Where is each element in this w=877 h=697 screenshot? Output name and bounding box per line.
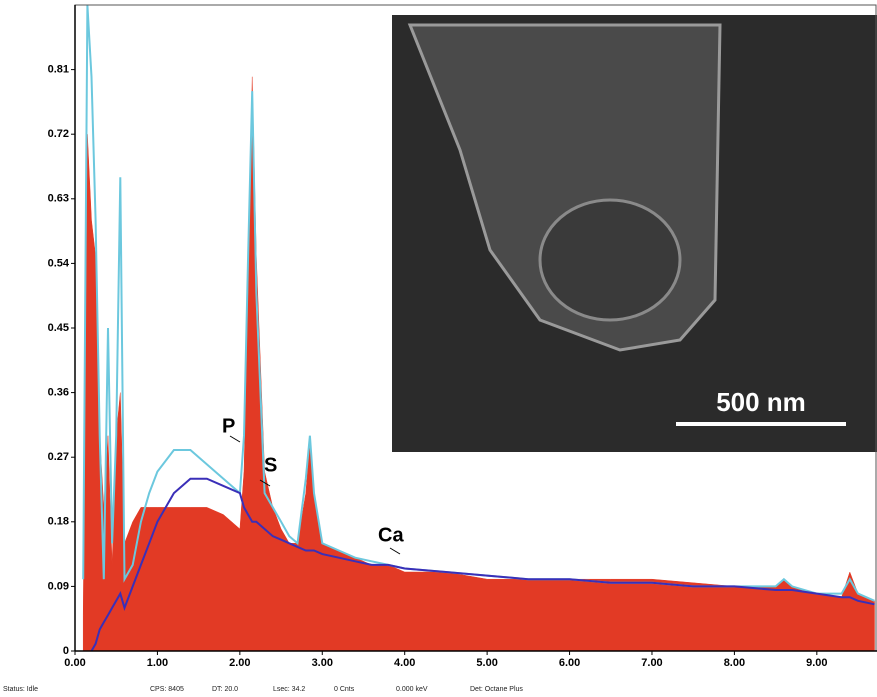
y-tick-label: 0.45: [48, 322, 69, 334]
spectrum-line: [90, 477, 875, 652]
inset: 500 nm: [392, 15, 877, 452]
x-tick-label: 8.00: [724, 657, 745, 669]
y-tick-label: 0.09: [48, 580, 69, 592]
status-text: 0.000 keV: [396, 686, 428, 693]
x-tick-label: 1.00: [147, 657, 168, 669]
x-tick-label: 5.00: [476, 657, 497, 669]
y-tick-label: 0.36: [48, 387, 69, 399]
y-tick-label: 0.18: [48, 516, 69, 528]
status-text: DT: 20.0: [212, 686, 238, 693]
peak-leader: [389, 547, 401, 555]
y-tick-label: 0.27: [48, 451, 69, 463]
status-text: CPS: 8405: [150, 686, 184, 693]
peak-label: P: [222, 415, 235, 437]
x-tick-label: 6.00: [559, 657, 580, 669]
peak-leader: [229, 435, 241, 443]
x-tick-label: 9.00: [806, 657, 827, 669]
status-text: Lsec: 34.2: [273, 686, 305, 693]
status-text: Status: Idle: [3, 686, 38, 693]
y-tick-label: 0.63: [48, 193, 69, 205]
x-tick-label: 4.00: [394, 657, 415, 669]
status-text: 0 Cnts: [334, 686, 355, 693]
peak-leader: [259, 479, 271, 487]
inset-shape: [538, 198, 682, 322]
scale-label: 500 nm: [716, 387, 806, 417]
status-text: Det: Octane Plus: [470, 686, 523, 693]
y-tick-label: 0.54: [48, 257, 70, 269]
peak-label: S: [264, 454, 277, 476]
y-tick-label: 0.81: [48, 64, 69, 76]
x-tick-label: 0.00: [64, 657, 85, 669]
x-tick-label: 2.00: [229, 657, 250, 669]
peak-label: Ca: [378, 524, 404, 546]
x-tick-label: 3.00: [312, 657, 333, 669]
y-tick-label: 0: [63, 645, 69, 657]
x-tick-label: 7.00: [641, 657, 662, 669]
y-tick-label: 0.72: [48, 128, 69, 140]
